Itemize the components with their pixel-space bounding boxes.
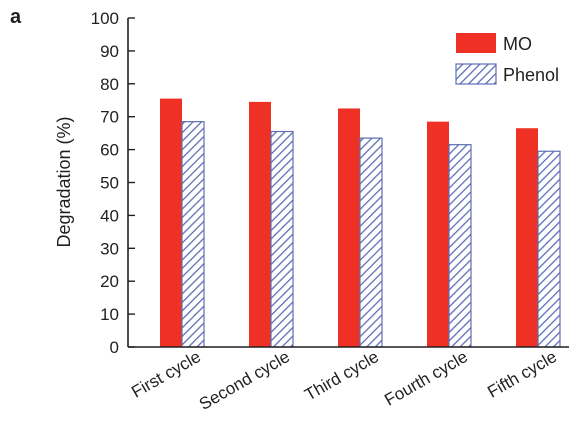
bar-mo <box>516 128 538 347</box>
y-tick-label: 90 <box>100 42 119 61</box>
y-tick-label: 10 <box>100 305 119 324</box>
bar-mo <box>160 98 182 347</box>
x-category-label: Fourth cycle <box>381 347 471 410</box>
x-category-label: Fifth cycle <box>484 347 560 402</box>
y-tick-label: 50 <box>100 174 119 193</box>
panel-label: a <box>10 6 22 28</box>
legend-label-phenol: Phenol <box>503 65 559 85</box>
bar-mo <box>338 108 360 347</box>
legend-swatch-phenol <box>455 63 497 85</box>
bar-phenol <box>359 137 383 348</box>
bar-mo <box>249 101 271 348</box>
bar-mo <box>427 121 449 347</box>
legend-label-mo: MO <box>503 34 532 54</box>
x-category-label: Third cycle <box>301 347 382 405</box>
y-tick-label: 70 <box>100 108 119 127</box>
x-category-label: Second cycle <box>196 347 293 414</box>
legend-swatch-mo <box>456 33 496 53</box>
y-tick-label: 20 <box>100 272 119 291</box>
bar-phenol <box>181 121 205 348</box>
y-tick-label: 100 <box>91 9 119 28</box>
y-ticks: 0 10 20 30 40 50 60 70 80 90 100 <box>91 9 135 357</box>
bars-group <box>160 98 561 348</box>
y-axis-label: Degradation (%) <box>54 116 74 247</box>
legend: MO Phenol <box>455 33 559 85</box>
y-tick-label: 60 <box>100 141 119 160</box>
x-category-label: First cycle <box>128 347 204 402</box>
bar-phenol <box>448 144 472 348</box>
bar-phenol <box>537 150 561 348</box>
y-tick-label: 30 <box>100 239 119 258</box>
y-tick-label: 40 <box>100 206 119 225</box>
y-tick-label: 80 <box>100 75 119 94</box>
bar-phenol <box>270 130 294 348</box>
y-tick-label: 0 <box>110 338 119 357</box>
